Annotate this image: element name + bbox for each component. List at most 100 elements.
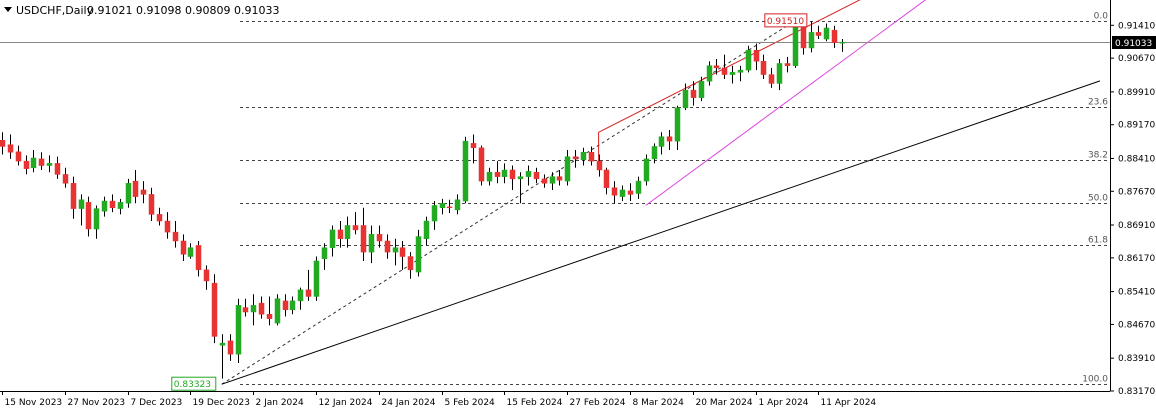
candle-body: [454, 199, 461, 211]
channel-magenta-line: [645, 0, 927, 206]
candle-body: [227, 340, 234, 355]
candle-body: [360, 225, 367, 253]
candle: [446, 199, 453, 214]
candle-body: [619, 189, 626, 197]
candle: [823, 23, 830, 42]
candle-body: [235, 305, 242, 355]
time-tick-label: 24 Jan 2024: [382, 398, 436, 408]
candle: [745, 45, 752, 73]
time-tick-label: 15 Nov 2023: [5, 398, 63, 408]
candle-body: [706, 65, 713, 82]
time-tick-label: 15 Feb 2024: [507, 398, 563, 408]
candle: [753, 43, 760, 71]
candle-body: [70, 183, 77, 209]
candle-body: [462, 140, 469, 202]
candle-body: [572, 156, 579, 160]
candle: [666, 130, 673, 151]
price-tick-label: 0.84670: [1118, 320, 1155, 330]
candle: [564, 150, 571, 186]
candle-body: [164, 220, 171, 233]
candle: [839, 39, 846, 52]
time-tick-label: 8 Mar 2024: [633, 398, 685, 408]
symbol-dropdown-icon[interactable]: [4, 7, 12, 12]
candle-body: [313, 260, 320, 297]
candle: [70, 176, 77, 219]
candle: [250, 294, 257, 326]
candle-body: [54, 163, 61, 175]
candle-body: [399, 247, 406, 257]
candle-body: [289, 300, 296, 311]
candle-body: [62, 174, 69, 184]
candle: [211, 274, 218, 344]
candle: [337, 221, 344, 248]
candle: [831, 25, 838, 48]
time-tick-label: 1 Apr 2024: [759, 398, 809, 408]
candle-body: [415, 236, 422, 273]
candle-body: [611, 187, 618, 196]
candle-body: [0, 139, 6, 147]
candle-body: [125, 183, 132, 204]
low-label-text: 0.83323: [174, 380, 211, 390]
trendline-black: [221, 80, 1101, 385]
low-label-box: [171, 376, 217, 391]
price-tick-label: 0.90670: [1118, 54, 1155, 64]
candle: [132, 169, 139, 204]
fib-level-label: 0.0: [1094, 12, 1109, 22]
candle: [148, 187, 155, 222]
candle-body: [501, 169, 508, 177]
candle-body: [823, 27, 830, 40]
candle: [38, 152, 45, 170]
candle: [313, 256, 320, 301]
candle-body: [549, 176, 556, 184]
candle: [651, 143, 658, 164]
candle-body: [643, 158, 650, 182]
candle-body: [172, 231, 179, 242]
candle: [643, 154, 650, 186]
candle-body: [478, 147, 485, 182]
candle-body: [38, 158, 45, 166]
candle-body: [258, 302, 265, 315]
candle: [187, 243, 194, 259]
ohlc-values: 0.91021 0.91098 0.90809 0.91033: [87, 4, 279, 17]
candle-body: [392, 247, 399, 253]
candle: [180, 234, 187, 261]
candle-body: [250, 305, 257, 313]
time-tick-label: 27 Nov 2023: [68, 398, 126, 408]
candle: [454, 194, 461, 215]
candle: [713, 59, 720, 75]
candle-body: [658, 136, 665, 147]
candle: [627, 183, 634, 202]
candle-body: [792, 25, 799, 66]
candle: [611, 181, 618, 204]
candle: [580, 147, 587, 166]
candle: [242, 298, 249, 317]
candle-body: [321, 247, 328, 259]
candle-body: [329, 229, 336, 248]
candle: [549, 172, 556, 190]
candle-body: [101, 200, 108, 212]
candle: [78, 194, 85, 226]
candle: [23, 155, 30, 175]
candle: [0, 132, 6, 155]
candle: [494, 161, 501, 184]
candle-body: [470, 143, 477, 149]
candle-body: [690, 89, 697, 98]
candle-body: [407, 256, 414, 271]
candle-body: [93, 208, 100, 230]
candle-body: [596, 160, 603, 171]
candle: [376, 225, 383, 248]
candle: [219, 334, 226, 379]
candle-body: [745, 49, 752, 71]
price-tick-label: 0.86910: [1118, 221, 1155, 231]
candle: [30, 150, 37, 173]
candle: [125, 178, 132, 208]
candle: [517, 172, 524, 204]
symbol-title: USDCHF,Daily: [16, 4, 94, 17]
candle-body: [431, 205, 438, 222]
candle: [407, 252, 414, 279]
candle: [156, 207, 163, 226]
time-tick-label: 20 Mar 2024: [696, 398, 753, 408]
candle: [533, 167, 540, 184]
candle: [682, 83, 689, 111]
candle-body: [384, 240, 391, 253]
